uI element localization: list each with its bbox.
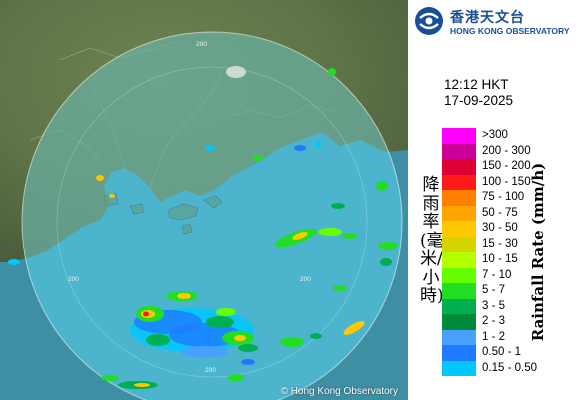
legend-swatch xyxy=(442,128,476,144)
copyright-credit: © Hong Kong Observatory xyxy=(280,386,398,397)
legend-range-label: >300 xyxy=(482,129,508,141)
observation-date: 17-09-2025 xyxy=(444,93,514,108)
legend-swatch xyxy=(442,159,476,175)
legend-row: 50 - 75 xyxy=(442,205,558,221)
radar-map-canvas: 200 200 200 200 xyxy=(0,0,408,400)
legend-range-label: 0.50 - 1 xyxy=(482,346,521,358)
logo-chinese-name: 香港天文台 xyxy=(450,10,525,26)
ring-label-left: 200 xyxy=(68,276,79,283)
legend-swatch xyxy=(442,360,476,376)
observation-time: 12:12 HKT xyxy=(444,77,509,92)
legend-row: 30 - 50 xyxy=(442,221,558,237)
legend-range-label: 2 - 3 xyxy=(482,315,506,327)
legend-swatch xyxy=(442,236,476,252)
legend-panel: 香港天文台 HONG KONG OBSERVATORY 12:12 HKT 17… xyxy=(408,0,577,400)
legend-row: 200 - 300 xyxy=(442,143,558,159)
legend-swatch xyxy=(442,345,476,361)
legend-range-label: 3 - 5 xyxy=(482,299,506,312)
legend-row: 2 - 3 xyxy=(442,314,558,330)
legend-swatch xyxy=(442,283,476,299)
legend-range-label: 15 - 30 xyxy=(482,237,518,250)
range-ring-inner xyxy=(56,66,368,378)
range-ring-outer xyxy=(21,31,403,400)
legend-swatch xyxy=(442,190,476,206)
legend-row: >300 xyxy=(442,128,558,144)
legend-range-label: 30 - 50 xyxy=(482,222,518,234)
timestamp: 12:12 HKT 17-09-2025 xyxy=(444,77,513,109)
legend-row: 5 - 7 xyxy=(442,283,558,299)
ring-label-right: 200 xyxy=(300,276,311,283)
legend-range-label: 1 - 2 xyxy=(482,330,506,343)
ring-label-top: 200 xyxy=(196,41,207,48)
legend-swatch xyxy=(442,298,476,314)
radar-map: 200 200 200 200 xyxy=(0,0,408,400)
legend-row: 10 - 15 xyxy=(442,252,558,268)
legend-row: 1 - 2 xyxy=(442,329,558,345)
legend-range-label: 200 - 300 xyxy=(482,144,531,157)
legend-range-label: 10 - 15 xyxy=(482,253,518,265)
legend-swatch xyxy=(442,174,476,190)
legend-range-label: 5 - 7 xyxy=(482,284,506,296)
rain-echoes xyxy=(8,66,398,389)
legend-row: 15 - 30 xyxy=(442,236,558,252)
legend-row: 75 - 100 xyxy=(442,190,558,206)
legend-swatch xyxy=(442,221,476,237)
legend-swatch xyxy=(442,143,476,159)
legend-swatch xyxy=(442,314,476,330)
legend-row: 100 - 150 xyxy=(442,174,558,190)
legend-swatch xyxy=(442,252,476,268)
legend-row: 0.50 - 1 xyxy=(442,345,558,361)
legend-row: 3 - 5 xyxy=(442,298,558,314)
ring-label-bottom: 200 xyxy=(205,367,216,374)
legend-swatch xyxy=(442,329,476,345)
legend-range-label: 100 - 150 xyxy=(482,175,531,188)
rainfall-legend: >300 200 - 300 150 - 200 100 - 150 75 - 100 5… xyxy=(442,128,558,376)
legend-row: 0.15 - 0.50 xyxy=(442,360,558,376)
legend-range-label: 7 - 10 xyxy=(482,268,512,281)
legend-row: 7 - 10 xyxy=(442,267,558,283)
legend-range-label: 50 - 75 xyxy=(482,206,518,219)
legend-row: 150 - 200 xyxy=(442,159,558,175)
legend-range-label: 75 - 100 xyxy=(482,191,525,203)
legend-range-label: 0.15 - 0.50 xyxy=(482,361,537,374)
hko-logo: 香港天文台 HONG KONG OBSERVATORY xyxy=(412,4,577,40)
legend-title-chinese: 降雨率(毫米/小時) xyxy=(420,175,444,306)
hko-logo-mark-icon xyxy=(415,7,443,35)
legend-swatch xyxy=(442,205,476,221)
logo-english-name: HONG KONG OBSERVATORY xyxy=(450,26,570,36)
legend-range-label: 150 - 200 xyxy=(482,160,531,172)
legend-swatch xyxy=(442,267,476,283)
